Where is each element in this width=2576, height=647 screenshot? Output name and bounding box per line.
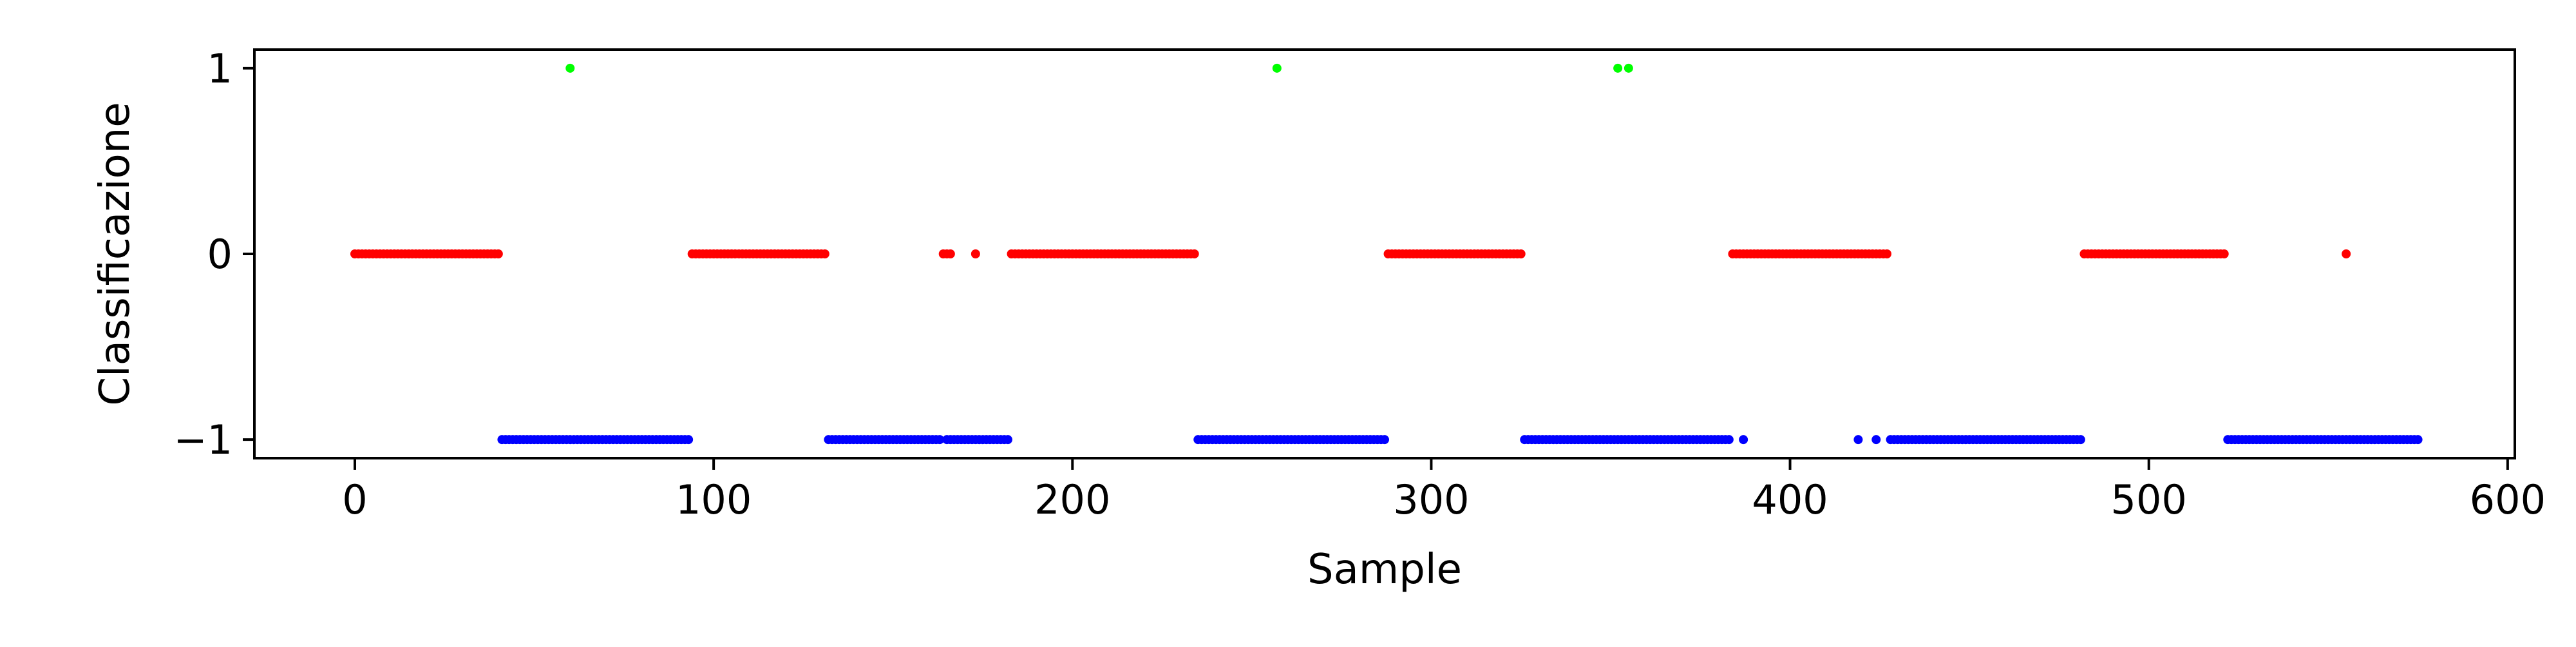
data-point [1853,435,1863,445]
x-tick-label: 300 [1393,476,1469,523]
data-point [1516,249,1526,258]
data-point [945,249,955,258]
data-point [2342,249,2351,258]
data-point [1189,249,1199,258]
data-point [1380,435,1389,445]
x-tick-label: 200 [1034,476,1110,523]
y-axis-label: Classificazione [91,102,139,405]
data-point [971,249,980,258]
points-layer [350,63,2423,445]
data-point [1882,249,1891,258]
data-point [2413,435,2423,445]
y-tick-label: 1 [207,45,232,92]
data-point [1624,63,1633,73]
data-point [1003,435,1012,445]
y-axis: −1 0 1 [174,45,254,463]
data-point [1613,63,1623,73]
data-point [2219,249,2229,258]
data-point [1739,435,1748,445]
x-tick-label: 400 [1752,476,1828,523]
data-point [565,63,575,73]
data-point [2076,435,2085,445]
x-axis: 0 100 200 300 400 500 600 [342,458,2546,523]
data-point [1724,435,1734,445]
data-point [935,435,945,445]
x-tick-label: 100 [676,476,752,523]
x-axis-label: Sample [1307,546,1462,594]
x-tick-label: 0 [342,476,367,523]
x-tick-label: 500 [2111,476,2187,523]
y-tick-label: 0 [207,231,232,278]
data-point [684,435,694,445]
data-point [493,249,503,258]
data-point [820,249,829,258]
data-point [1871,435,1881,445]
x-tick-label: 600 [2470,476,2546,523]
y-tick-label: −1 [174,416,232,463]
data-point [1272,63,1282,73]
